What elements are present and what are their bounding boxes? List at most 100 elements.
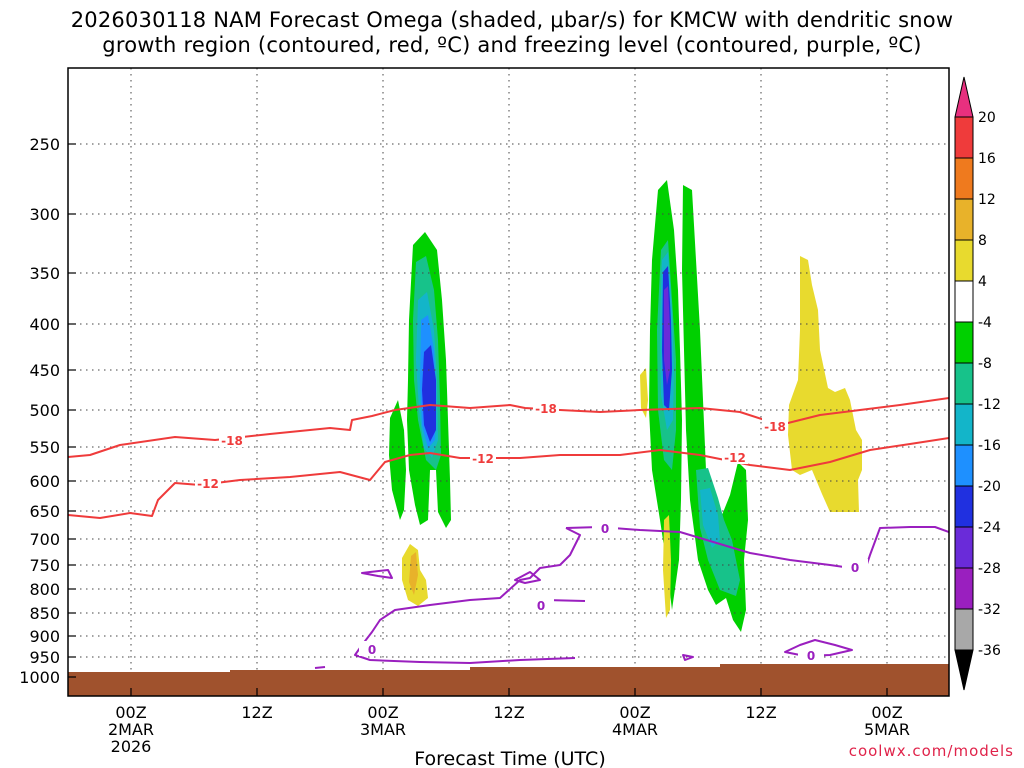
dgz-upper-label-1: -18 <box>221 434 243 448</box>
omega-area-pos-d4-b <box>663 515 671 618</box>
x-tick-label-72-1: 5MAR <box>864 720 910 739</box>
x-tick-label-60-0: 12Z <box>745 703 776 722</box>
contour-layer: -18 -18 -18 -12 -12 -12 0 0 0 0 0 <box>68 397 949 669</box>
freezing-label-1: 0 <box>601 522 609 536</box>
colorbar-label-11: -28 <box>978 561 1001 577</box>
freezing-label-5-bg <box>798 647 824 662</box>
x-tick-label-24-1: 3MAR <box>360 720 406 739</box>
colorbar-bottom-arrow <box>954 649 974 691</box>
colorbar-band-7 <box>954 403 974 446</box>
freezing-label-3: 0 <box>537 599 545 613</box>
colorbar-label-12: -32 <box>978 602 1001 618</box>
colorbar-band-2 <box>954 198 974 241</box>
y-tick-label-250: 250 <box>29 135 60 154</box>
colorbar-top-arrow <box>954 76 974 118</box>
y-axis: 250 300 350 400 450 500 550 600 650 700 750 800 850 9… <box>19 135 76 687</box>
colorbar-legend: 20 16 12 8 4 -4 -8 -12 -16 -20 -24 -28 -32 -36 <box>954 76 1001 691</box>
y-tick-label-400: 400 <box>29 315 60 334</box>
terrain-surface <box>68 664 949 696</box>
dgz-lower-label-2: -12 <box>472 452 494 466</box>
colorbar-band-3 <box>954 239 974 282</box>
x-tick-label-0-1: 2MAR <box>108 720 154 739</box>
omega-area-pos-d3-orange <box>409 552 418 595</box>
y-tick-label-350: 350 <box>29 264 60 283</box>
x-tick-label-48-1: 4MAR <box>612 720 658 739</box>
colorbar-label-4: 4 <box>978 274 987 290</box>
colorbar-label-2: 12 <box>978 192 996 208</box>
y-tick-label-900: 900 <box>29 627 60 646</box>
y-tick-label-950: 950 <box>29 648 60 667</box>
dgz-upper-label-2-bg <box>533 400 559 415</box>
colorbar-band-5 <box>954 321 974 364</box>
dgz-lower-label-2-bg <box>470 450 496 465</box>
freezing-contour-loop-2 <box>514 571 541 584</box>
y-tick-label-750: 750 <box>29 556 60 575</box>
x-tick-label-36-0: 12Z <box>493 703 524 722</box>
freezing-label-3-bg <box>528 597 554 612</box>
colorbar-label-13: -36 <box>978 643 1001 659</box>
x-tick-label-48-0: 00Z <box>619 703 650 722</box>
freezing-contour-loop-1 <box>361 569 393 579</box>
dgz-lower-label-1: -12 <box>197 477 219 491</box>
colorbar-label-1: 16 <box>978 151 996 167</box>
y-tick-label-800: 800 <box>29 580 60 599</box>
x-tick-label-0-2: 2026 <box>111 737 152 756</box>
colorbar-label-6: -8 <box>978 356 992 372</box>
freezing-label-4-bg <box>359 641 385 656</box>
grid-layer <box>68 68 949 696</box>
freezing-label-5: 0 <box>807 649 815 663</box>
y-tick-label-300: 300 <box>29 205 60 224</box>
dgz-lower-contour <box>68 437 949 519</box>
chart-title-line-2: growth region (contoured, red, ºC) and f… <box>102 33 922 57</box>
chart-title-line-1: 2026030118 NAM Forecast Omega (shaded, μ… <box>70 8 954 32</box>
freezing-label-4: 0 <box>368 643 376 657</box>
colorbar-label-9: -20 <box>978 479 1001 495</box>
x-tick-label-72-0: 00Z <box>871 703 902 722</box>
colorbar-label-8: -16 <box>978 438 1001 454</box>
omega-area-d3-darkblue <box>422 345 436 442</box>
colorbar-band-9 <box>954 485 974 528</box>
omega-area-pos-d4-a <box>640 368 648 418</box>
dgz-upper-label-3: -18 <box>764 420 786 434</box>
x-tick-label-12-0: 12Z <box>241 703 272 722</box>
y-tick-label-650: 650 <box>29 502 60 521</box>
freezing-contour-upper <box>565 526 949 571</box>
y-tick-label-500: 500 <box>29 401 60 420</box>
terrain-layer <box>68 664 949 696</box>
omega-area-d4-purple <box>664 286 670 385</box>
dgz-lower-label-1-bg <box>195 475 221 490</box>
colorbar-band-8 <box>954 444 974 487</box>
freezing-label-1-bg <box>592 520 618 535</box>
dgz-lower-label-3: -12 <box>724 451 746 465</box>
colorbar-band-4 <box>954 280 974 323</box>
colorbar-label-7: -12 <box>978 397 1001 413</box>
dgz-upper-label-3-bg <box>762 418 788 433</box>
y-tick-label-850: 850 <box>29 604 60 623</box>
colorbar-band-0 <box>954 116 974 159</box>
colorbar-band-10 <box>954 526 974 569</box>
omega-area-d4-cyan-b <box>700 488 720 548</box>
colorbar-label-10: -24 <box>978 520 1001 536</box>
omega-area-pos-d5 <box>788 256 862 512</box>
x-tick-label-24-0: 00Z <box>367 703 398 722</box>
y-tick-label-600: 600 <box>29 472 60 491</box>
omega-shading-layer <box>389 180 862 632</box>
x-axis-label: Forecast Time (UTC) <box>414 748 605 768</box>
colorbar-band-6 <box>954 362 974 405</box>
freezing-label-2: 0 <box>851 561 859 575</box>
freezing-contour-loop-5 <box>682 654 694 661</box>
colorbar-label-5: -4 <box>978 315 992 331</box>
colorbar-label-0: 20 <box>978 110 996 126</box>
colorbar-band-11 <box>954 567 974 610</box>
colorbar-band-12 <box>954 608 974 651</box>
dgz-upper-label-2: -18 <box>535 402 557 416</box>
x-tick-label-0-0: 00Z <box>115 703 146 722</box>
colorbar-band-1 <box>954 157 974 200</box>
dgz-lower-label-3-bg <box>722 449 748 464</box>
site-credit: coolwx.com/models <box>848 742 1014 760</box>
colorbar-label-3: 8 <box>978 233 987 249</box>
y-tick-label-700: 700 <box>29 530 60 549</box>
freezing-label-2-bg <box>842 559 868 574</box>
